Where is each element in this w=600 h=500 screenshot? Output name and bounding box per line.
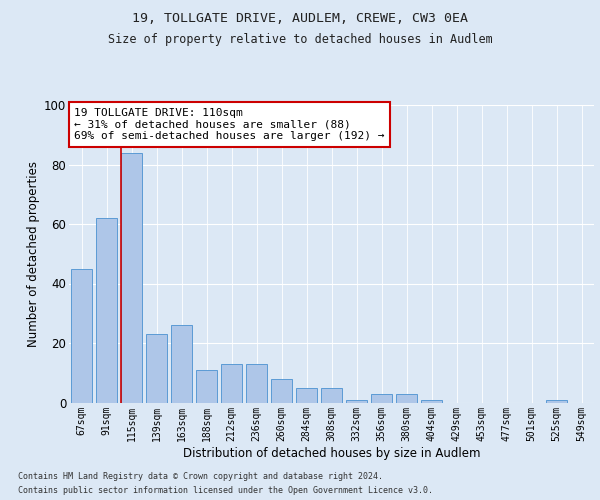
- Text: Size of property relative to detached houses in Audlem: Size of property relative to detached ho…: [107, 32, 493, 46]
- Bar: [396, 394, 417, 402]
- Text: Contains public sector information licensed under the Open Government Licence v3: Contains public sector information licen…: [18, 486, 433, 495]
- Bar: [546, 400, 567, 402]
- Bar: [221, 364, 242, 403]
- Text: 19, TOLLGATE DRIVE, AUDLEM, CREWE, CW3 0EA: 19, TOLLGATE DRIVE, AUDLEM, CREWE, CW3 0…: [132, 12, 468, 26]
- Bar: [421, 400, 442, 402]
- Bar: [146, 334, 167, 402]
- Y-axis label: Number of detached properties: Number of detached properties: [27, 161, 40, 347]
- Bar: [371, 394, 392, 402]
- Bar: [321, 388, 342, 402]
- Bar: [71, 268, 92, 402]
- Text: Contains HM Land Registry data © Crown copyright and database right 2024.: Contains HM Land Registry data © Crown c…: [18, 472, 383, 481]
- Bar: [121, 152, 142, 402]
- Bar: [96, 218, 117, 402]
- X-axis label: Distribution of detached houses by size in Audlem: Distribution of detached houses by size …: [183, 448, 480, 460]
- Bar: [246, 364, 267, 403]
- Bar: [271, 378, 292, 402]
- Bar: [346, 400, 367, 402]
- Bar: [296, 388, 317, 402]
- Bar: [196, 370, 217, 402]
- Text: 19 TOLLGATE DRIVE: 110sqm
← 31% of detached houses are smaller (88)
69% of semi-: 19 TOLLGATE DRIVE: 110sqm ← 31% of detac…: [74, 108, 385, 141]
- Bar: [171, 325, 192, 402]
